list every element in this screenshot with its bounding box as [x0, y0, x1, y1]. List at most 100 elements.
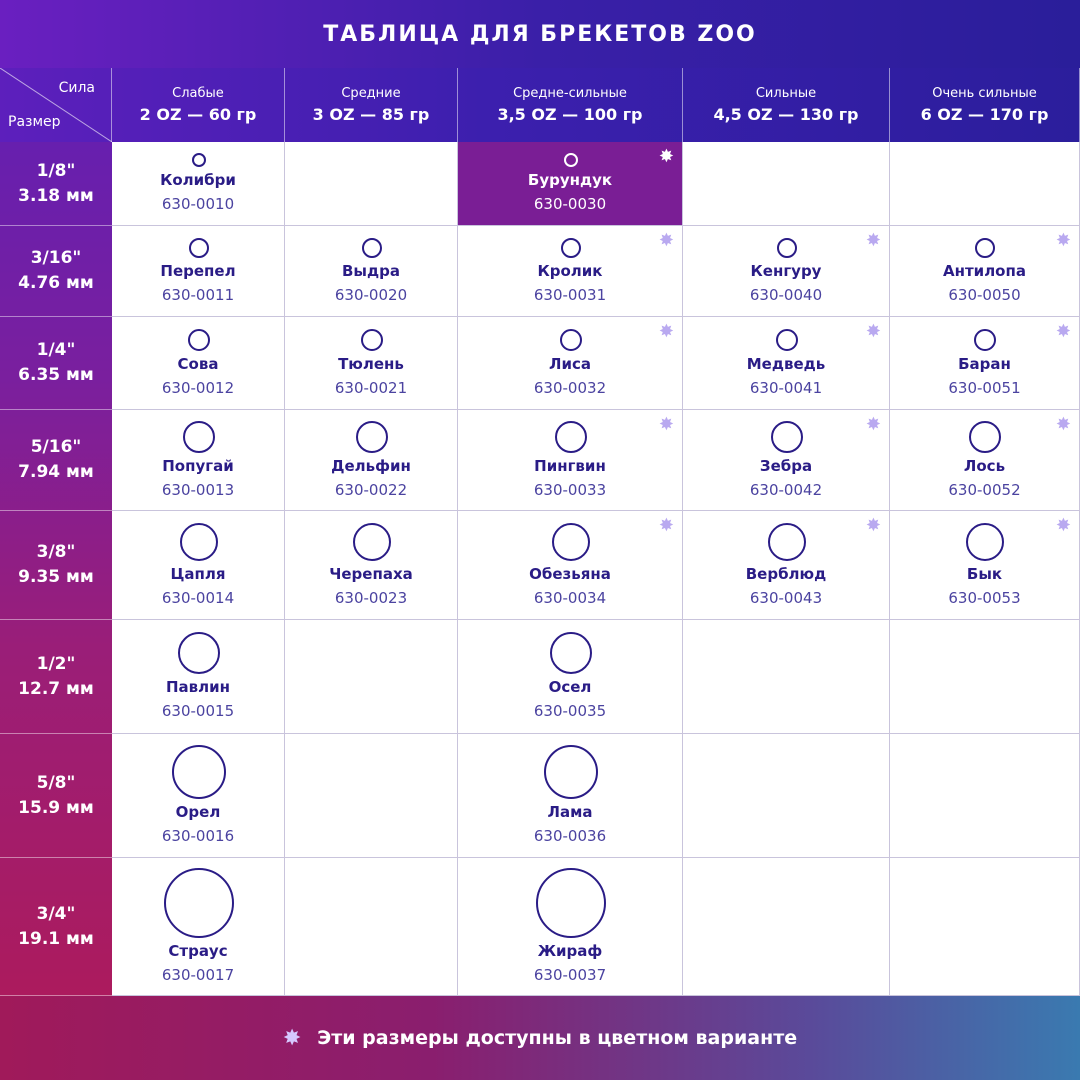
ring-size-icon [353, 523, 391, 561]
bracket-name: Бык [966, 565, 1003, 583]
column-force-value: 2 OZ — 60 гр [139, 105, 257, 124]
row-header: 3/16" 4.76 мм [0, 226, 112, 317]
bracket-code: 630-0022 [334, 481, 408, 499]
bracket-name: Осел [548, 678, 592, 696]
bracket-cell: Лиса 630-0032 ✸ [458, 317, 683, 410]
bracket-name: Колибри [160, 171, 236, 189]
bracket-code: 630-0053 [948, 589, 1021, 607]
color-star-icon: ✸ [658, 515, 674, 536]
row-header: 3/4" 19.1 мм [0, 858, 112, 996]
ring-size-icon [361, 329, 383, 351]
bracket-code: 630-0031 [533, 286, 607, 304]
bracket-code: 630-0016 [161, 827, 235, 845]
color-star-icon: ✸ [865, 321, 881, 342]
force-label: Сила [58, 80, 95, 96]
ring-size-icon [189, 238, 209, 258]
ring-size-icon [555, 421, 587, 453]
bracket-name: Попугай [162, 457, 234, 475]
bracket-name: Лама [547, 803, 593, 821]
row-header: 5/8" 15.9 мм [0, 734, 112, 858]
bracket-name: Баран [958, 355, 1011, 373]
bracket-cell: Обезьяна 630-0034 ✸ [458, 511, 683, 620]
bracket-code: 630-0041 [749, 379, 823, 397]
bracket-name: Жираф [537, 942, 603, 960]
color-star-icon: ✸ [658, 321, 674, 342]
row-size-inch: 3/4" [36, 903, 76, 924]
empty-cell [285, 142, 458, 226]
bracket-cell: Тюлень 630-0021 [285, 317, 458, 410]
ring-size-icon [975, 238, 995, 258]
bracket-name: Цапля [170, 565, 226, 583]
bracket-code: 630-0030 [533, 195, 607, 213]
row-header: 1/2" 12.7 мм [0, 620, 112, 734]
row-size-inch: 1/4" [36, 340, 76, 360]
empty-cell [890, 142, 1080, 226]
bracket-name: Антилопа [943, 262, 1026, 280]
ring-size-icon [188, 329, 210, 351]
row-size-mm: 4.76 мм [18, 273, 94, 293]
bracket-code: 630-0015 [161, 702, 235, 720]
row-size-mm: 12.7 мм [18, 678, 94, 699]
bracket-cell: Попугай 630-0013 [112, 410, 285, 511]
bracket-cell: Цапля 630-0014 [112, 511, 285, 620]
bracket-cell: Страус 630-0017 [112, 858, 285, 996]
bracket-name: Верблюд [745, 565, 827, 583]
color-star-icon: ✸ [1055, 321, 1071, 342]
ring-size-icon [561, 238, 581, 258]
bracket-name: Орел [175, 803, 221, 821]
bracket-code: 630-0052 [948, 481, 1021, 499]
row-size-inch: 1/2" [36, 653, 76, 674]
color-star-icon: ✸ [658, 146, 674, 167]
bracket-name: Павлин [165, 678, 231, 696]
bracket-code: 630-0011 [161, 286, 235, 304]
empty-cell [683, 734, 890, 858]
row-header: 3/8" 9.35 мм [0, 511, 112, 620]
column-force-value: 3,5 OZ — 100 гр [497, 105, 643, 124]
bracket-name: Страус [168, 942, 228, 960]
bracket-name: Лось [963, 457, 1006, 475]
column-force-value: 6 OZ — 170 гр [920, 105, 1049, 124]
bracket-code: 630-0012 [161, 379, 235, 397]
column-force-name: Средние [341, 86, 401, 101]
color-star-icon: ✸ [865, 515, 881, 536]
color-star-icon: ✸ [1055, 230, 1071, 251]
row-size-mm: 15.9 мм [18, 797, 94, 818]
column-header: Сильные 4,5 OZ — 130 гр [683, 68, 890, 142]
row-size-mm: 9.35 мм [18, 567, 94, 587]
bracket-code: 630-0051 [948, 379, 1021, 397]
empty-cell [890, 858, 1080, 996]
title-bar: ТАБЛИЦА ДЛЯ БРЕКЕТОВ ZOO [0, 0, 1080, 68]
ring-size-icon [356, 421, 388, 453]
footer-note: ✸ Эти размеры доступны в цветном вариант… [0, 996, 1080, 1080]
bracket-name: Кролик [537, 262, 603, 280]
column-header: Средние 3 OZ — 85 гр [285, 68, 458, 142]
size-label: Размер [8, 114, 61, 130]
bracket-code: 630-0032 [533, 379, 607, 397]
bracket-name: Черепаха [329, 565, 413, 583]
color-star-icon: ✸ [1055, 515, 1071, 536]
header-corner: Сила Размер [0, 68, 112, 142]
bracket-name: Медведь [746, 355, 826, 373]
ring-size-icon [192, 153, 206, 167]
bracket-name: Сова [177, 355, 219, 373]
ring-size-icon [966, 523, 1004, 561]
ring-size-icon [771, 421, 803, 453]
bracket-cell: Пингвин 630-0033 ✸ [458, 410, 683, 511]
ring-size-icon [550, 632, 592, 674]
bracket-cell: Выдра 630-0020 [285, 226, 458, 317]
bracket-cell: Лось 630-0052 ✸ [890, 410, 1080, 511]
bracket-code: 630-0033 [533, 481, 607, 499]
color-star-icon: ✸ [865, 414, 881, 435]
bracket-code: 630-0042 [749, 481, 823, 499]
empty-cell [285, 620, 458, 734]
color-star-icon: ✸ [658, 230, 674, 251]
bracket-code: 630-0037 [533, 966, 607, 984]
color-star-icon: ✸ [282, 1025, 302, 1051]
column-force-name: Слабые [172, 86, 224, 101]
ring-size-icon [969, 421, 1001, 453]
bracket-code: 630-0013 [161, 481, 235, 499]
column-force-name: Сильные [755, 86, 817, 101]
ring-size-icon [164, 868, 234, 938]
ring-size-icon [178, 632, 220, 674]
column-force-name: Средне-сильные [513, 86, 627, 101]
